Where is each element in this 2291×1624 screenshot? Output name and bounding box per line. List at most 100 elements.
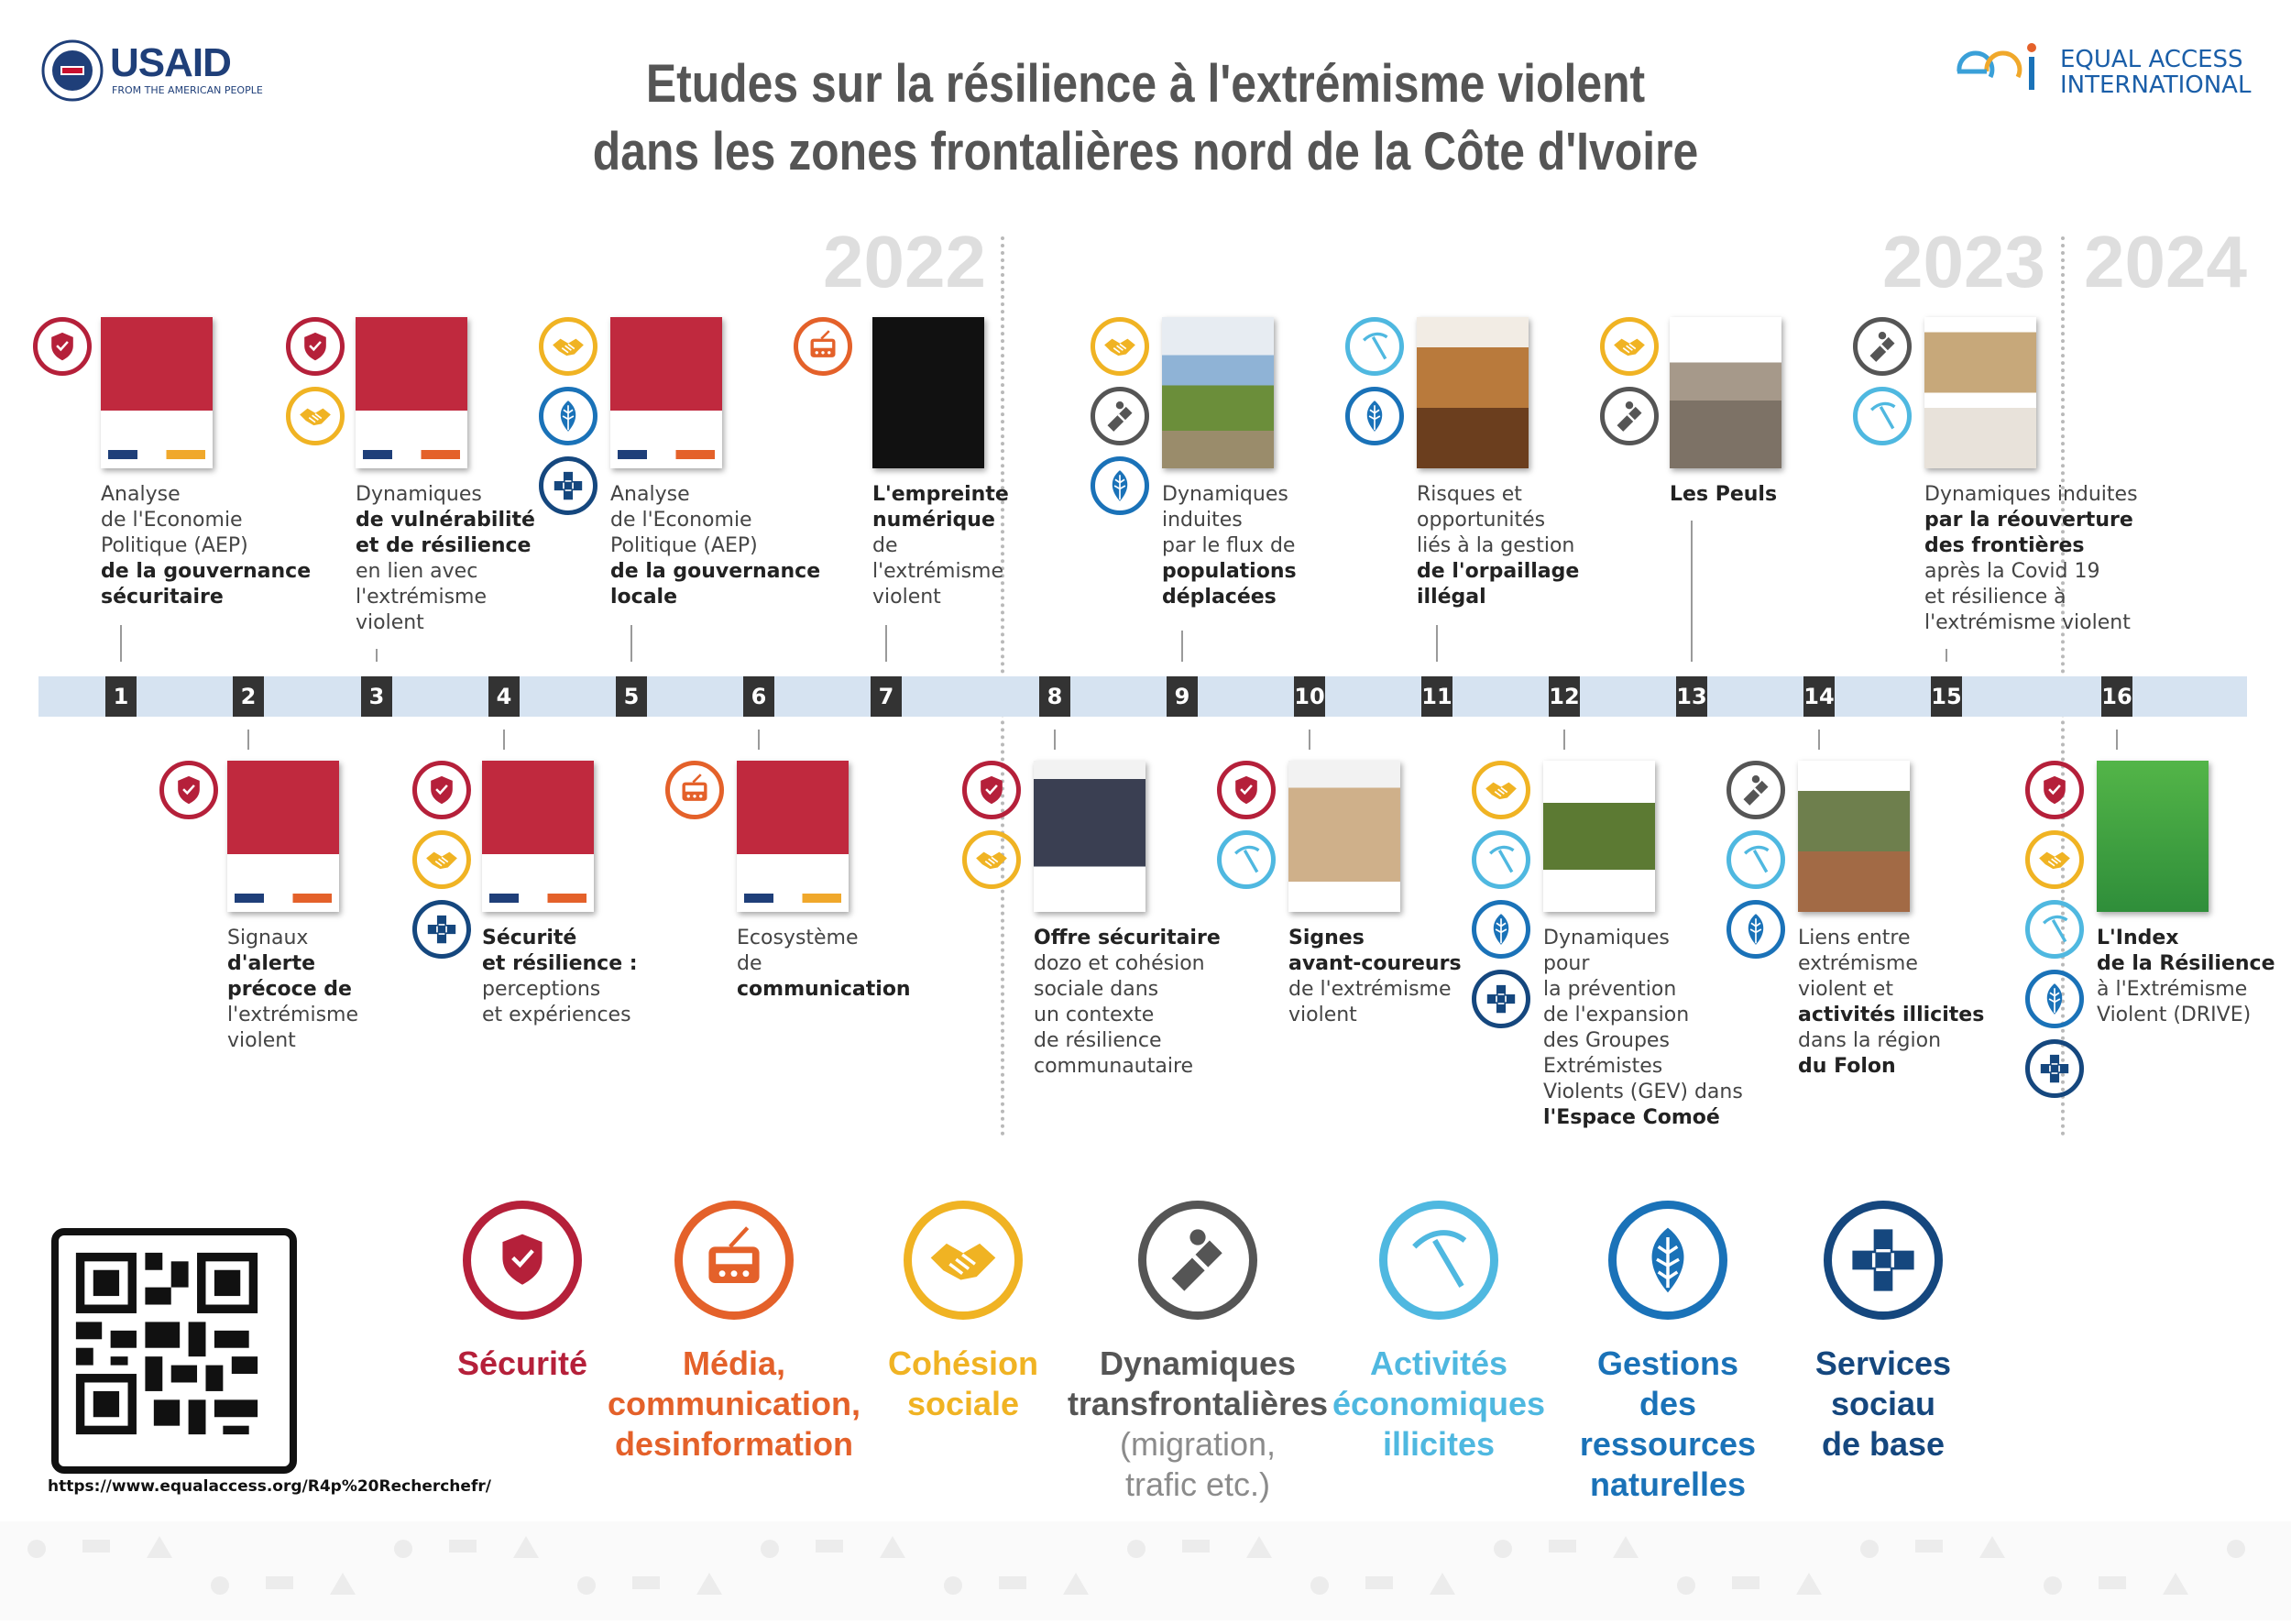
- footer-decorative-pattern: [0, 1521, 2291, 1620]
- shield-icon: [962, 761, 1021, 819]
- study-label-10: Signes avant-coureurs de l'extrémisme viol…: [1288, 927, 1462, 1026]
- study-label-7: L'empreinte numérique de l'extrémisme viole…: [872, 483, 1009, 609]
- connector-12: [1563, 730, 1565, 750]
- handshake-icon: [1472, 761, 1530, 819]
- qr-url-link[interactable]: https://www.equalaccess.org/R4p%20Recher…: [48, 1477, 491, 1496]
- report-cover-8[interactable]: [1034, 761, 1146, 912]
- timeline-number-3[interactable]: 3: [361, 676, 392, 717]
- leaf-icon: [1345, 387, 1404, 445]
- timeline-number-11[interactable]: 11: [1421, 676, 1452, 717]
- medical-cross-icon: [412, 900, 471, 959]
- eai-name-line1: EQUAL ACCESS: [2060, 46, 2243, 73]
- report-cover-10[interactable]: [1288, 761, 1400, 912]
- report-cover-15[interactable]: [1924, 317, 2036, 468]
- report-cover-11[interactable]: [1417, 317, 1529, 468]
- usaid-wordmark: USAID: [110, 40, 232, 85]
- legend-naturelles-leaf-icon: [1608, 1201, 1727, 1320]
- report-cover-12[interactable]: [1543, 761, 1655, 912]
- timeline-number-4[interactable]: 4: [488, 676, 520, 717]
- timeline-number-1[interactable]: 1: [105, 676, 137, 717]
- timeline-number-5[interactable]: 5: [616, 676, 647, 717]
- timeline-number-2[interactable]: 2: [233, 676, 264, 717]
- report-cover-9[interactable]: [1162, 317, 1274, 468]
- medical-cross-icon: [539, 456, 597, 515]
- connector-7: [885, 625, 887, 662]
- year-2022: 2022: [823, 221, 986, 302]
- timeline-number-8[interactable]: 8: [1039, 676, 1070, 717]
- study-label-14: Liens entre extrémisme violent et activité…: [1798, 927, 1985, 1078]
- timeline-number-10[interactable]: 10: [1294, 676, 1325, 717]
- timeline-number-14[interactable]: 14: [1803, 676, 1835, 717]
- handshake-icon: [1091, 317, 1149, 376]
- report-cover-13[interactable]: [1670, 317, 1781, 468]
- timeline-number-9[interactable]: 9: [1167, 676, 1198, 717]
- connector-16: [2116, 730, 2118, 750]
- qr-code-icon: [75, 1252, 258, 1435]
- handshake-icon: [539, 317, 597, 376]
- connector-9: [1181, 631, 1183, 662]
- connector-15: [1946, 649, 1947, 662]
- timeline-number-15[interactable]: 15: [1931, 676, 1962, 717]
- study-label-12: Dynamiques pour la prévention de l'expansi…: [1543, 927, 1743, 1129]
- study-label-3: Dynamiques de vulnérabilité et de résilien…: [356, 483, 535, 634]
- legend-illicites-label: Activités économiques illicites: [1332, 1344, 1546, 1463]
- cross-border-icon: [1853, 317, 1912, 376]
- legend-illicites-pickaxe-icon: [1379, 1201, 1498, 1320]
- report-cover-5[interactable]: [610, 317, 722, 468]
- timeline-number-16[interactable]: 16: [2101, 676, 2132, 717]
- connector-5: [630, 625, 632, 662]
- year-2024: 2024: [2084, 221, 2247, 302]
- study-label-13: Les Peuls: [1670, 483, 1778, 506]
- legend-securite-label: Sécurité: [456, 1344, 588, 1382]
- handshake-icon: [962, 830, 1021, 889]
- report-cover-14[interactable]: [1798, 761, 1910, 912]
- handshake-icon: [412, 830, 471, 889]
- connector-2: [247, 730, 249, 750]
- title-line-2: dans les zones frontalières nord de la C…: [592, 122, 1699, 181]
- report-cover-6[interactable]: [737, 761, 849, 912]
- timeline-band: [38, 676, 2247, 717]
- study-label-9: Dynamiques induites par le flux de populat…: [1162, 483, 1297, 609]
- leaf-icon: [1726, 900, 1785, 959]
- qr-code[interactable]: [51, 1228, 297, 1474]
- study-label-4: Sécurité et résilience : perceptions et ex…: [482, 927, 638, 1026]
- timeline-number-12[interactable]: 12: [1549, 676, 1580, 717]
- shield-icon: [33, 317, 92, 376]
- legend-media-radio-icon: [674, 1201, 794, 1320]
- radio-icon: [794, 317, 852, 376]
- report-cover-2[interactable]: [227, 761, 339, 912]
- timeline-number-7[interactable]: 7: [871, 676, 902, 717]
- medical-cross-icon: [1472, 970, 1530, 1028]
- pattern-icon: [27, 1536, 2245, 1595]
- pickaxe-icon: [1217, 830, 1276, 889]
- eai-mark-icon: [1957, 43, 2036, 90]
- report-cover-7[interactable]: [872, 317, 984, 468]
- shield-icon: [286, 317, 345, 376]
- connector-3: [376, 649, 378, 662]
- legend-naturelles-label: Gestions des ressources naturelles: [1579, 1344, 1757, 1503]
- timeline-number-13[interactable]: 13: [1676, 676, 1707, 717]
- year-2023: 2023: [1882, 221, 2045, 302]
- study-label-2: Signaux d'alerte précoce de l'extrémisme vi…: [227, 927, 359, 1052]
- leaf-icon: [1472, 900, 1530, 959]
- shield-icon: [1217, 761, 1276, 819]
- page-title: Etudes sur la résilience à l'extrémisme …: [160, 50, 2131, 186]
- report-cover-3[interactable]: [356, 317, 467, 468]
- study-label-6: Ecosystème de communication: [737, 927, 911, 1001]
- report-cover-4[interactable]: [482, 761, 594, 912]
- handshake-icon: [2025, 830, 2084, 889]
- study-label-8: Offre sécuritaire dozo et cohésion sociale…: [1034, 927, 1221, 1078]
- legend-services-label: Services sociau de base: [1814, 1344, 1952, 1463]
- legend-media-label: Média, communication, desinformation: [607, 1344, 861, 1463]
- report-cover-1[interactable]: [101, 317, 213, 468]
- report-cover-16[interactable]: [2097, 761, 2209, 912]
- eai-name-line2: INTERNATIONAL: [2060, 71, 2252, 99]
- legend-securite-shield-icon: [463, 1201, 582, 1320]
- connector-4: [503, 730, 505, 750]
- timeline-number-6[interactable]: 6: [743, 676, 774, 717]
- cross-border-icon: [1091, 387, 1149, 445]
- study-label-1: Analyse de l'Economie Politique (AEP) de l…: [101, 483, 312, 609]
- connector-8: [1054, 730, 1056, 750]
- legend-services-medical-cross-icon: [1824, 1201, 1943, 1320]
- pickaxe-icon: [1472, 830, 1530, 889]
